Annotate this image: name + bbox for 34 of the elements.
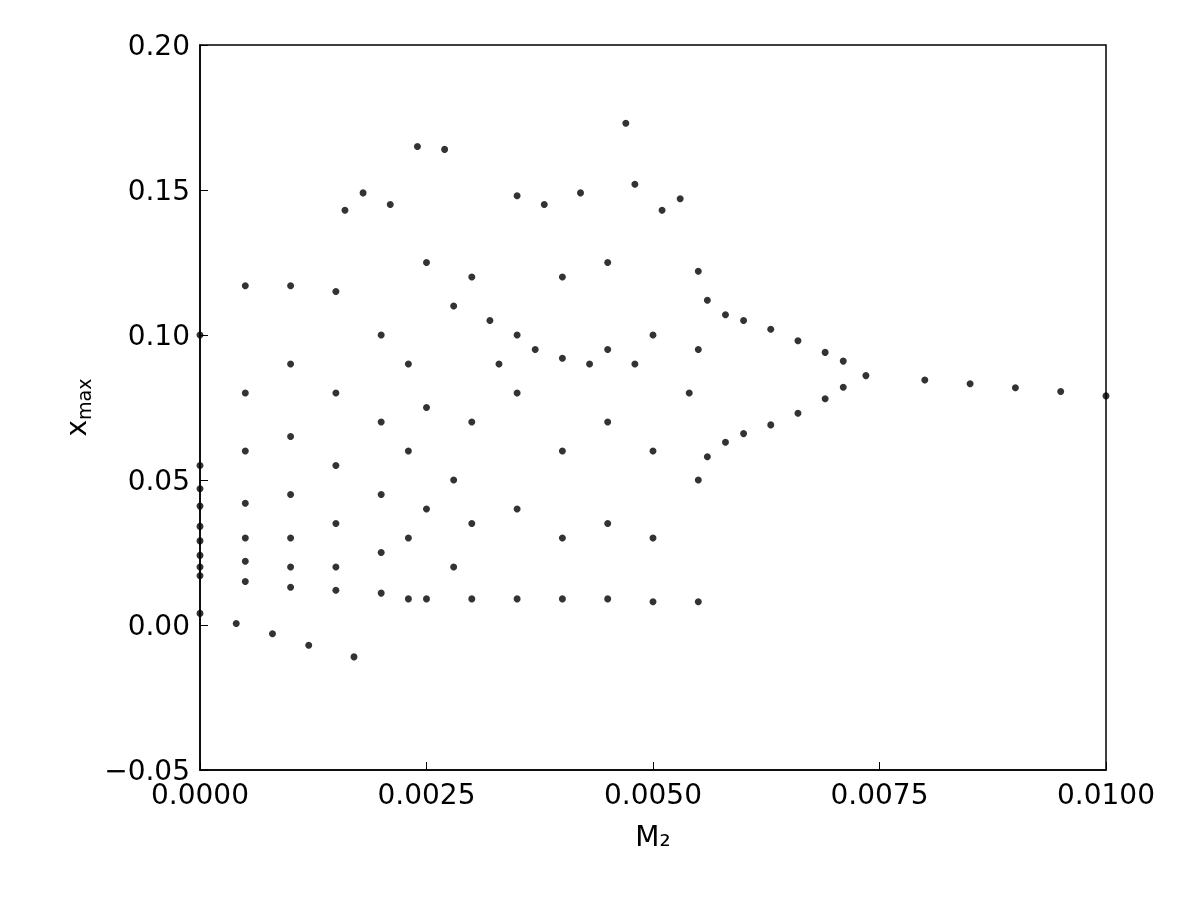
point xyxy=(767,325,775,333)
x-tick-label: 0.0050 xyxy=(604,777,702,811)
point xyxy=(232,620,240,628)
point xyxy=(966,380,974,388)
point xyxy=(767,421,775,429)
point xyxy=(794,409,802,417)
point xyxy=(794,337,802,345)
point xyxy=(862,372,870,380)
x-tick-label: 0.0025 xyxy=(377,777,476,811)
point xyxy=(703,296,711,304)
point xyxy=(268,630,276,638)
point xyxy=(703,453,711,461)
point xyxy=(721,311,729,319)
y-tick-label: 0.20 xyxy=(127,28,190,62)
point xyxy=(740,317,748,324)
point xyxy=(821,395,829,403)
y-tick-label: 0.15 xyxy=(127,173,190,207)
y-tick-label: 0.05 xyxy=(127,463,190,497)
point xyxy=(196,609,204,617)
point xyxy=(721,438,729,446)
point xyxy=(1057,388,1065,396)
point xyxy=(839,383,847,391)
y-tick-label: 0.00 xyxy=(127,608,190,642)
x-tick-label: 0.0100 xyxy=(1057,777,1155,811)
point xyxy=(305,641,313,649)
point xyxy=(1011,384,1019,392)
point xyxy=(839,357,847,365)
x-axis-title: M₂ xyxy=(635,819,671,853)
y-axis-title: xmax xyxy=(60,378,95,437)
point xyxy=(921,376,929,384)
x-tick-label: 0.0075 xyxy=(830,777,929,811)
point xyxy=(821,348,829,356)
point xyxy=(740,430,748,438)
y-tick-label: 0.10 xyxy=(127,318,190,352)
